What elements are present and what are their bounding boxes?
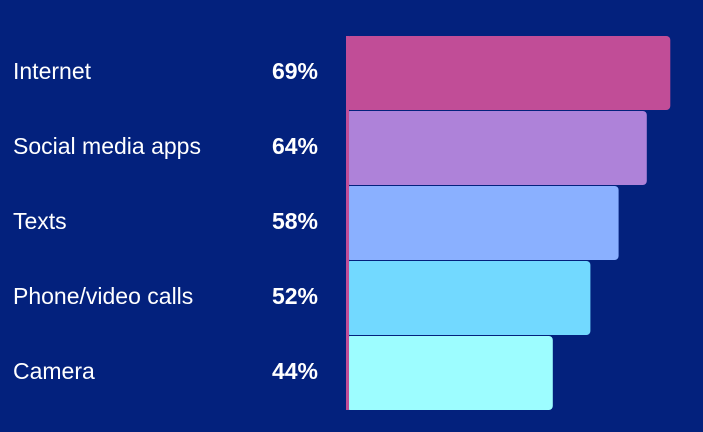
bar [346,261,591,335]
category-label: Internet [13,58,92,84]
baseline [346,36,349,410]
value-label: 52% [272,283,318,309]
value-label: 64% [272,133,318,159]
value-label: 69% [272,58,318,84]
bar [346,186,619,260]
category-label: Camera [13,358,95,384]
value-label: 58% [272,208,318,234]
category-label: Social media apps [13,133,201,159]
value-label: 44% [272,358,318,384]
bar [346,36,671,110]
category-label: Texts [13,208,67,234]
bar [346,111,647,185]
bar [346,336,553,410]
category-label: Phone/video calls [13,283,193,309]
